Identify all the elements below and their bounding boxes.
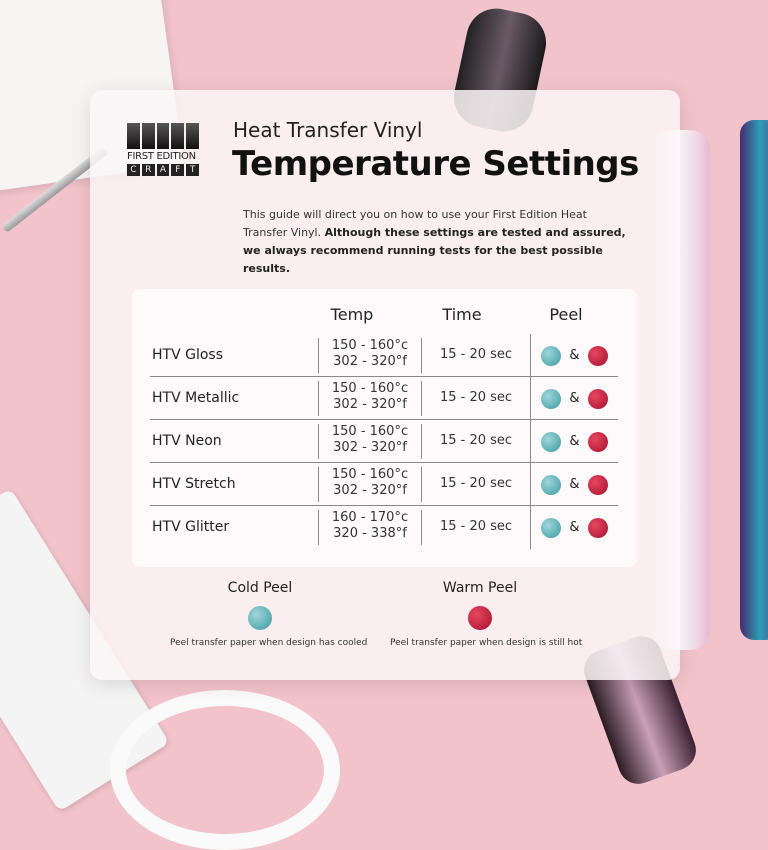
temp-cell: 150 - 160°c 302 - 320°f bbox=[318, 424, 422, 459]
temp-cell: 150 - 160°c 302 - 320°f bbox=[318, 338, 422, 373]
warm-peel-dot-icon bbox=[587, 431, 608, 452]
table-row: HTV Metallic 150 - 160°c 302 - 320°f 15 -… bbox=[150, 377, 618, 420]
cold-peel-dot-icon bbox=[541, 517, 562, 538]
cold-peel-dot-icon bbox=[541, 474, 562, 495]
table-row: HTV Glitter 160 - 170°c 320 - 338°f 15 - … bbox=[150, 506, 618, 549]
cold-peel-dot-icon bbox=[541, 345, 562, 366]
warm-peel-dot-icon bbox=[587, 345, 608, 366]
time-cell: 15 - 20 sec bbox=[439, 347, 513, 362]
page-subtitle: Heat Transfer Vinyl bbox=[233, 118, 423, 142]
peel-cell: & bbox=[530, 463, 618, 506]
legend-warm-peel: Warm Peel Peel transfer paper when desig… bbox=[390, 580, 583, 648]
vinyl-type: HTV Gloss bbox=[152, 347, 223, 363]
time-cell: 15 - 20 sec bbox=[439, 476, 513, 491]
time-cell: 15 - 20 sec bbox=[439, 433, 513, 448]
peel-cell: & bbox=[530, 377, 618, 420]
table-row: HTV Gloss 150 - 160°c 302 - 320°f 15 - 20… bbox=[150, 334, 618, 377]
cold-peel-dot-icon bbox=[248, 606, 272, 630]
peel-cell: & bbox=[530, 506, 618, 549]
table-row: HTV Stretch 150 - 160°c 302 - 320°f 15 - … bbox=[150, 463, 618, 506]
settings-table: Temp Time Peel HTV Gloss 150 - 160°c 302 … bbox=[132, 289, 637, 567]
warm-peel-dot-icon bbox=[587, 474, 608, 495]
time-cell: 15 - 20 sec bbox=[439, 390, 513, 405]
temp-cell: 150 - 160°c 302 - 320°f bbox=[318, 381, 422, 416]
peel-cell: & bbox=[530, 420, 618, 463]
warm-peel-dot-icon bbox=[468, 606, 492, 630]
header-temp: Temp bbox=[330, 305, 374, 324]
time-cell: 15 - 20 sec bbox=[439, 519, 513, 534]
vinyl-type: HTV Metallic bbox=[152, 390, 240, 406]
cold-peel-dot-icon bbox=[541, 431, 562, 452]
legend-cold-peel: Cold Peel Peel transfer paper when desig… bbox=[170, 580, 368, 648]
header-peel: Peel bbox=[549, 305, 583, 324]
page-title: Temperature Settings bbox=[232, 144, 639, 184]
cold-peel-dot-icon bbox=[541, 388, 562, 409]
background-vinyl-roll bbox=[740, 120, 768, 640]
vinyl-type: HTV Neon bbox=[152, 433, 222, 449]
vinyl-type: HTV Glitter bbox=[152, 519, 230, 535]
peel-cell: & bbox=[530, 334, 618, 377]
temp-cell: 150 - 160°c 302 - 320°f bbox=[318, 467, 422, 502]
intro-text: This guide will direct you on how to use… bbox=[243, 208, 626, 275]
warm-peel-dot-icon bbox=[587, 388, 608, 409]
background-headphones bbox=[110, 690, 340, 850]
table-row: HTV Neon 150 - 160°c 302 - 320°f 15 - 20 … bbox=[150, 420, 618, 463]
vinyl-type: HTV Stretch bbox=[152, 476, 236, 492]
temp-cell: 160 - 170°c 320 - 338°f bbox=[318, 510, 422, 545]
header-time: Time bbox=[442, 305, 482, 324]
logo-text: FIRST EDITION bbox=[127, 151, 196, 162]
warm-peel-dot-icon bbox=[587, 517, 608, 538]
